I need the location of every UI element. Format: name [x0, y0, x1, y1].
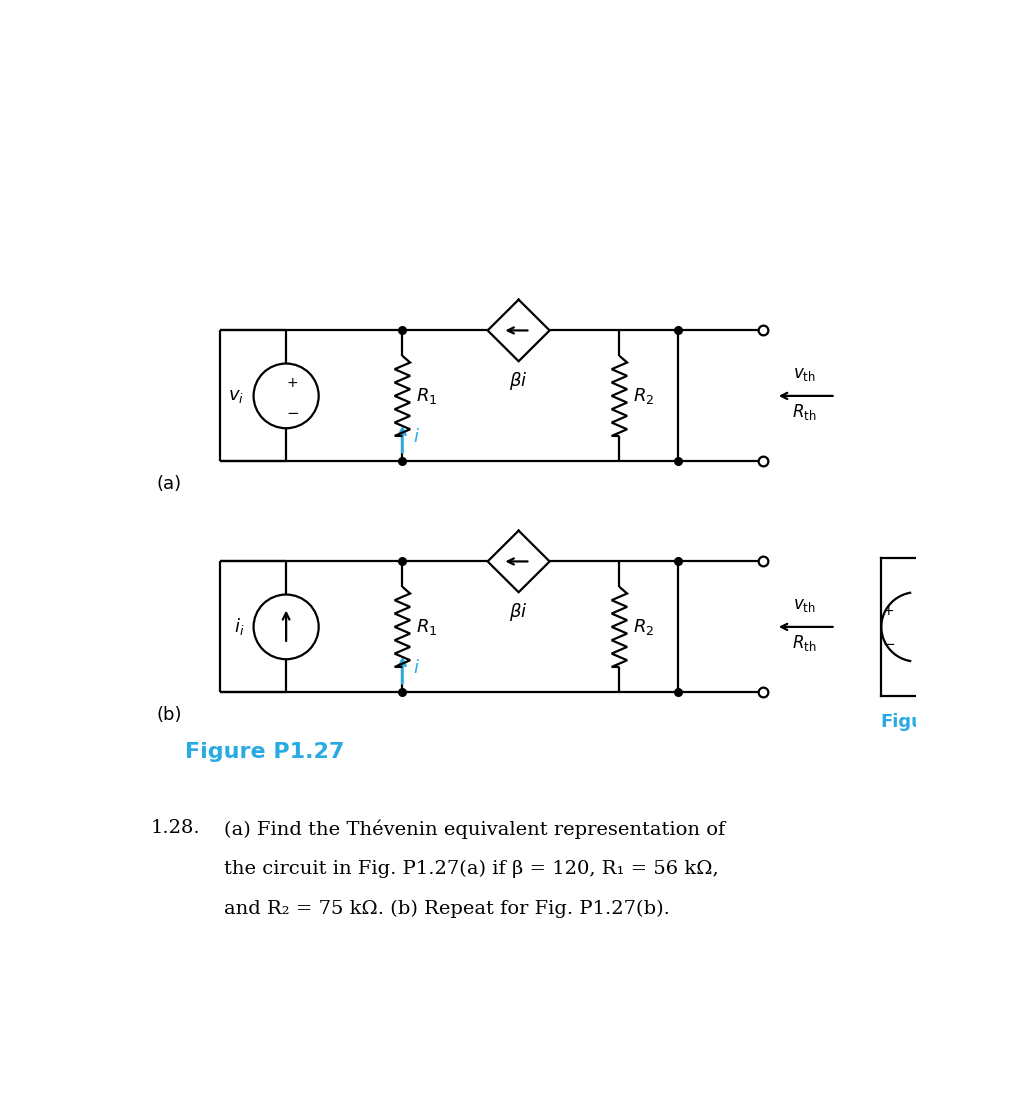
Text: $i_i$: $i_i$: [234, 617, 244, 638]
Text: $i$: $i$: [413, 659, 420, 677]
Text: $v_i$: $v_i$: [228, 387, 244, 404]
Text: the circuit in Fig. P1.27(a) if β = 120, R₁ = 56 kΩ,: the circuit in Fig. P1.27(a) if β = 120,…: [224, 860, 719, 878]
Text: +: +: [286, 376, 298, 390]
Text: (b): (b): [157, 707, 182, 724]
Text: $i$: $i$: [413, 428, 420, 446]
Text: $-$: $-$: [286, 403, 299, 419]
Text: Figure P1.27: Figure P1.27: [185, 742, 345, 762]
Text: $-$: $-$: [882, 634, 895, 650]
Text: 1.28.: 1.28.: [151, 820, 201, 838]
Text: Figu: Figu: [881, 713, 924, 731]
Text: +: +: [883, 604, 894, 619]
Text: $R_{\rm th}$: $R_{\rm th}$: [792, 402, 816, 422]
Text: $R_2$: $R_2$: [633, 386, 655, 406]
Text: $R_1$: $R_1$: [416, 617, 438, 637]
Text: (a): (a): [157, 476, 182, 493]
Text: $R_{\rm th}$: $R_{\rm th}$: [792, 633, 816, 653]
Text: (a) Find the Thévenin equivalent representation of: (a) Find the Thévenin equivalent represe…: [224, 820, 726, 839]
Text: $R_1$: $R_1$: [416, 386, 438, 406]
Text: and R₂ = 75 kΩ. (b) Repeat for Fig. P1.27(b).: and R₂ = 75 kΩ. (b) Repeat for Fig. P1.2…: [224, 900, 670, 918]
Text: $R_2$: $R_2$: [633, 617, 655, 637]
Text: $\beta i$: $\beta i$: [509, 370, 528, 392]
Text: $v_{\rm th}$: $v_{\rm th}$: [793, 595, 816, 613]
Text: $\beta i$: $\beta i$: [509, 601, 528, 623]
Text: $v_{\rm th}$: $v_{\rm th}$: [793, 364, 816, 383]
